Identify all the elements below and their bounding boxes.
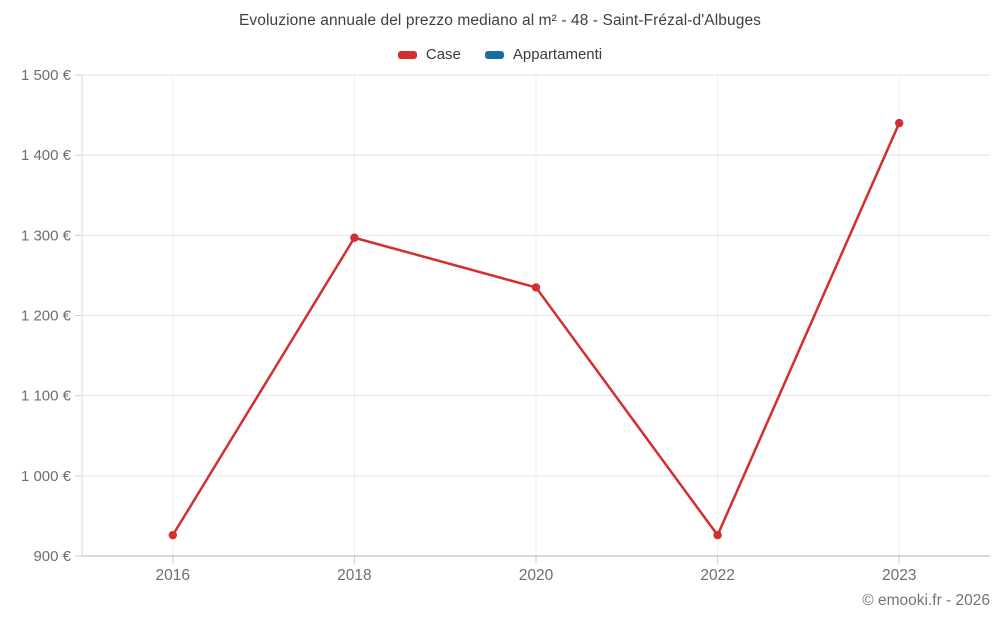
svg-text:1 400 €: 1 400 € bbox=[21, 147, 72, 164]
svg-text:900 €: 900 € bbox=[33, 548, 71, 565]
svg-text:2016: 2016 bbox=[156, 567, 190, 584]
svg-text:2018: 2018 bbox=[337, 567, 371, 584]
svg-text:1 100 €: 1 100 € bbox=[21, 388, 72, 405]
chart-title: Evoluzione annuale del prezzo mediano al… bbox=[238, 12, 762, 29]
svg-text:2023: 2023 bbox=[882, 567, 916, 584]
case-series-swatch-icon bbox=[397, 50, 417, 59]
legend-label-case: Case bbox=[425, 46, 461, 63]
legend-item-appartamenti[interactable]: Appartamenti bbox=[484, 46, 603, 63]
svg-text:1 500 €: 1 500 € bbox=[21, 67, 72, 84]
svg-text:2022: 2022 bbox=[700, 567, 734, 584]
legend: Case Appartamenti bbox=[0, 46, 1000, 63]
legend-item-case[interactable]: Case bbox=[397, 46, 461, 63]
copyright-note: © emooki.fr - 2026 bbox=[862, 592, 990, 609]
svg-text:2020: 2020 bbox=[519, 567, 554, 584]
svg-text:1 300 €: 1 300 € bbox=[21, 227, 72, 244]
svg-text:1 200 €: 1 200 € bbox=[21, 308, 72, 325]
legend-label-appartamenti: Appartamenti bbox=[512, 46, 603, 63]
appartamenti-series-swatch-icon bbox=[484, 50, 504, 59]
svg-text:1 000 €: 1 000 € bbox=[21, 468, 72, 485]
